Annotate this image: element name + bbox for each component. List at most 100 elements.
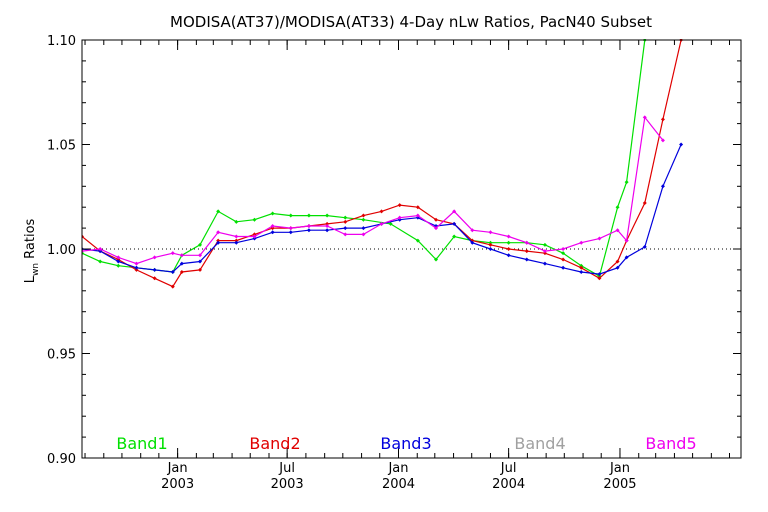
x-tick-month-label: Jan: [387, 461, 408, 476]
data-point: [216, 238, 221, 243]
data-point: [325, 221, 330, 226]
data-point: [434, 257, 439, 262]
data-point: [615, 228, 620, 233]
data-point: [642, 115, 647, 120]
data-point: [234, 219, 239, 224]
data-point: [179, 253, 184, 258]
data-point: [488, 230, 493, 235]
data-point: [116, 259, 121, 264]
data-point: [597, 236, 602, 241]
legend-entry-band2: Band2: [249, 434, 300, 453]
data-point: [488, 242, 493, 247]
data-point: [561, 247, 566, 251]
data-point: [198, 242, 203, 247]
data-point: [306, 228, 311, 233]
axes-layer: 0.900.951.001.051.10Jan2003Jul2003Jan200…: [47, 34, 741, 492]
data-point: [288, 213, 293, 218]
data-point: [642, 201, 647, 206]
data-point: [615, 205, 620, 210]
data-point: [252, 232, 257, 237]
data-point: [343, 215, 348, 220]
x-tick-month-label: Jan: [609, 461, 630, 476]
data-point: [434, 217, 439, 222]
x-tick-year-label: 2004: [382, 477, 415, 492]
data-point: [170, 269, 175, 274]
data-point: [288, 230, 293, 235]
data-point: [343, 232, 348, 237]
data-point: [561, 265, 566, 270]
data-point: [660, 138, 665, 143]
y-tick-label: 0.90: [47, 452, 76, 467]
legend-entry-band5: Band5: [645, 434, 696, 453]
data-point: [597, 276, 602, 281]
data-point: [325, 228, 330, 233]
data-point: [325, 224, 330, 229]
data-point: [361, 213, 366, 218]
data-point: [152, 276, 157, 281]
data-point: [234, 238, 239, 243]
data-point: [561, 251, 566, 256]
data-point: [579, 240, 584, 245]
data-point: [579, 269, 584, 274]
data-point: [542, 251, 547, 256]
data-point: [234, 234, 239, 239]
data-point: [434, 226, 439, 231]
data-point: [270, 211, 275, 216]
data-point: [524, 257, 529, 262]
data-point: [288, 226, 293, 231]
x-tick-year-label: 2003: [161, 477, 194, 492]
data-point: [170, 251, 175, 256]
data-point: [415, 205, 420, 210]
legend-entry-band4: Band4: [514, 434, 565, 453]
series-line-band2: [82, 39, 682, 288]
data-point: [524, 249, 529, 254]
x-tick-year-label: 2005: [603, 477, 636, 492]
data-point: [397, 215, 402, 220]
data-point: [361, 217, 366, 222]
y-tick-label: 1.10: [47, 34, 76, 49]
data-point: [325, 213, 330, 218]
data-point: [506, 240, 511, 245]
data-point: [388, 221, 393, 226]
data-point: [470, 228, 475, 233]
data-point: [488, 240, 493, 245]
data-point: [198, 267, 203, 272]
x-tick-year-label: 2003: [271, 477, 304, 492]
svg-text:Lwn Ratios: Lwn Ratios: [23, 218, 41, 283]
data-point: [98, 259, 103, 264]
data-point: [306, 213, 311, 218]
data-point: [579, 265, 584, 270]
series-band3: [82, 142, 684, 277]
y-axis-label-rest: Ratios: [23, 218, 38, 263]
data-point: [134, 265, 139, 270]
data-point: [624, 255, 629, 260]
y-axis-label-subscript: wn: [31, 263, 41, 276]
y-tick-label: 0.95: [47, 348, 76, 363]
series-line-band3: [82, 144, 682, 275]
x-tick-year-label: 2004: [492, 477, 525, 492]
data-point: [615, 265, 620, 270]
data-point: [134, 267, 139, 272]
series-layer: [82, 39, 684, 289]
y-axis-label-main: L: [23, 275, 38, 283]
data-point: [542, 242, 547, 247]
y-tick-label: 1.05: [47, 139, 76, 154]
data-point: [597, 272, 602, 277]
data-point: [343, 219, 348, 224]
data-point: [506, 253, 511, 258]
data-point: [306, 224, 311, 229]
data-point: [524, 240, 529, 245]
data-point: [452, 234, 457, 239]
data-point: [216, 240, 221, 245]
data-point: [198, 253, 203, 258]
data-point: [506, 234, 511, 239]
series-line-band5: [82, 115, 664, 265]
data-point: [134, 261, 139, 266]
data-point: [660, 117, 665, 122]
data-point: [452, 221, 457, 226]
data-point: [542, 261, 547, 266]
data-point: [506, 247, 511, 251]
data-point: [679, 142, 684, 147]
legend-entry-band3: Band3: [380, 434, 431, 453]
data-point: [488, 247, 493, 251]
